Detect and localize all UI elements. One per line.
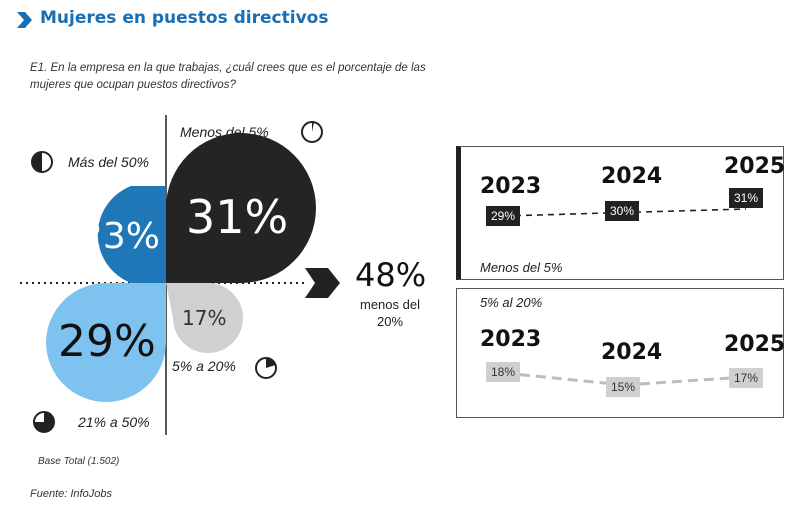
year-2025-b: 2025 <box>724 332 786 357</box>
title-chevron-icon <box>14 10 34 35</box>
data-label-2025-a: 31% <box>729 188 764 208</box>
pie-icon-menos-5 <box>301 121 323 143</box>
slice-shape-mas-50 <box>97 186 166 283</box>
trend-segment <box>623 375 747 387</box>
slice-shape-21-50 <box>46 283 166 402</box>
label-21-50: 21% a 50% <box>78 414 150 430</box>
year-2023-a: 2023 <box>480 174 542 199</box>
trend-line-menos-5 <box>503 208 747 217</box>
arrow-right-icon <box>305 268 340 298</box>
summary-label: menos del 20% <box>360 297 420 329</box>
trend-title-5-20: 5% al 20% <box>480 295 543 310</box>
question-text: E1. En la empresa en la que trabajas, ¿c… <box>30 62 426 91</box>
label-menos-5: Menos del 5% <box>180 124 269 140</box>
data-label-2024-b: 15% <box>606 377 641 397</box>
year-2025-a: 2025 <box>724 154 786 179</box>
page-title: Mujeres en puestos directivos <box>40 8 329 28</box>
source: Fuente: InfoJobs <box>30 488 112 500</box>
value-menos-5: 31% <box>186 190 289 244</box>
year-2024-b: 2024 <box>601 340 663 365</box>
slice-shape-menos-5 <box>166 133 316 283</box>
data-label-2024-a: 30% <box>605 201 640 221</box>
slice-shape-5-20 <box>166 283 243 353</box>
quadrant-chart <box>20 115 340 435</box>
label-mas-50: Más del 50% <box>68 154 149 170</box>
value-5-20: 17% <box>182 306 227 330</box>
data-label-2025-b: 17% <box>729 368 764 388</box>
value-21-50: 29% <box>58 316 156 367</box>
data-label-2023-a: 29% <box>486 206 521 226</box>
pie-icon-mas-50 <box>31 151 53 173</box>
year-2023-b: 2023 <box>480 327 542 352</box>
year-2024-a: 2024 <box>601 164 663 189</box>
data-label-2023-b: 18% <box>486 362 521 382</box>
trend-title-menos-5: Menos del 5% <box>480 260 563 275</box>
base-total: Base Total (1.502) <box>38 456 120 467</box>
trend-line-5-20 <box>503 371 747 387</box>
trend-box-menos-5 <box>456 146 784 280</box>
summary-value: 48% <box>355 256 427 294</box>
trend-box-5-20 <box>456 288 784 418</box>
trend-segment <box>503 371 625 387</box>
value-mas-50: 23% <box>80 216 161 257</box>
label-5-20: 5% a 20% <box>172 358 236 374</box>
pie-icon-5-20 <box>255 357 277 379</box>
trend-segment <box>623 208 747 214</box>
trend-segment <box>503 211 625 217</box>
pie-icon-21-50 <box>33 411 55 433</box>
